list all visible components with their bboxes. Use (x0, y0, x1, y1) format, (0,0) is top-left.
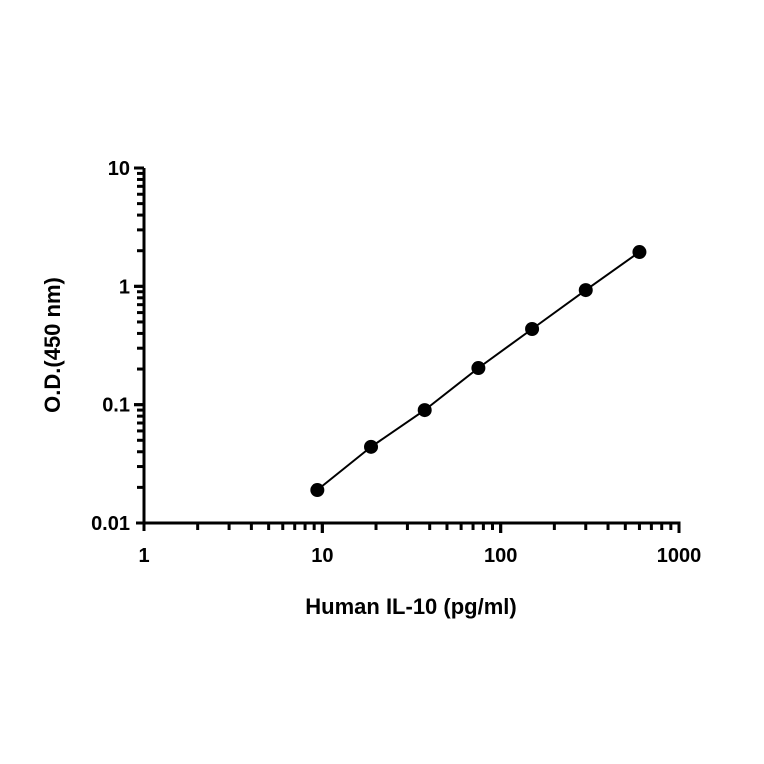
data-point (471, 361, 486, 376)
data-point (525, 321, 540, 336)
x-tick-label: 100 (484, 545, 517, 567)
axes (136, 168, 681, 531)
x-tick-label: 1000 (657, 545, 702, 567)
tick-labels: 1 10 100 1000 0.01 0.1 1 10 (91, 158, 701, 567)
y-tick-label: 10 (108, 158, 130, 180)
y-tick-label: 0.01 (91, 513, 130, 535)
x-tick-label: 10 (311, 545, 333, 567)
data-point (310, 483, 325, 498)
y-tick-label: 1 (119, 276, 130, 298)
x-axis-title: Human IL-10 (pg/ml) (305, 594, 516, 619)
y-axis-title: O.D.(450 nm) (40, 277, 65, 413)
data-point (632, 245, 647, 260)
y-tick-label: 0.1 (102, 395, 130, 417)
data-point (364, 439, 379, 454)
data-points (310, 245, 647, 498)
data-point (417, 403, 432, 418)
x-tick-label: 1 (138, 545, 149, 567)
data-point (578, 283, 593, 298)
axis-ticks (134, 166, 681, 533)
